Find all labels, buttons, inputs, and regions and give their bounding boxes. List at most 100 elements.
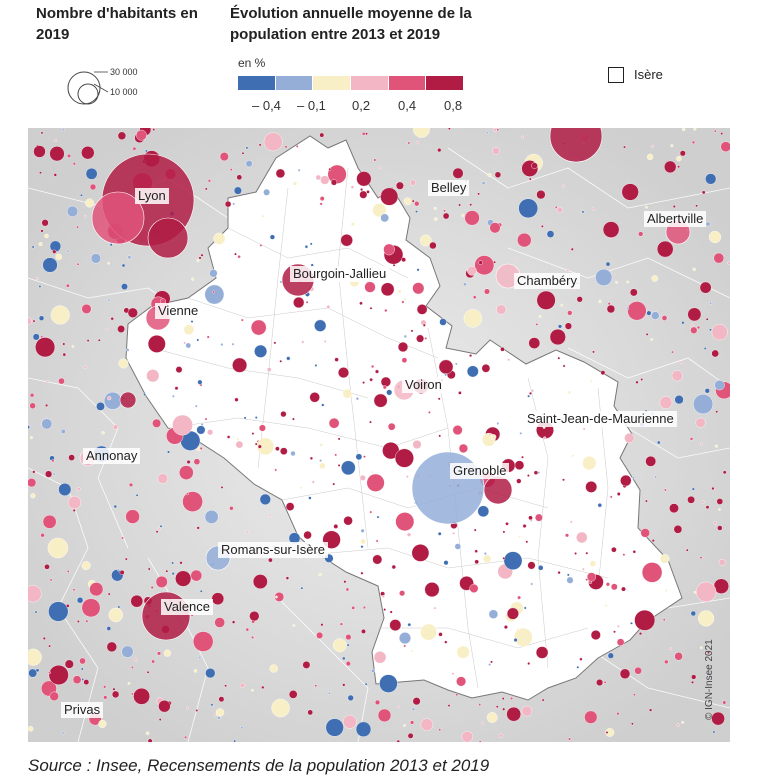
commune-bubble	[624, 433, 635, 444]
commune-bubble	[190, 569, 203, 582]
commune-bubble	[483, 554, 492, 563]
commune-bubble	[641, 562, 663, 583]
commune-bubble	[375, 539, 379, 543]
commune-bubble	[103, 685, 107, 689]
commune-bubble	[49, 578, 53, 582]
color-legend-tick: – 0,1	[297, 98, 326, 113]
commune-bubble	[151, 659, 156, 664]
commune-bubble	[503, 625, 508, 630]
commune-bubble	[38, 242, 43, 247]
commune-bubble	[700, 442, 703, 446]
commune-bubble	[591, 207, 595, 211]
commune-bubble	[566, 573, 570, 577]
commune-bubble	[254, 442, 258, 446]
commune-bubble	[240, 318, 244, 322]
commune-bubble	[416, 268, 420, 272]
commune-bubble	[458, 443, 469, 454]
commune-bubble	[443, 560, 449, 566]
commune-bubble	[664, 160, 677, 174]
commune-bubble	[109, 243, 113, 247]
commune-bubble	[80, 193, 83, 197]
commune-bubble	[517, 232, 532, 248]
commune-bubble	[570, 247, 574, 251]
commune-bubble	[299, 486, 303, 490]
commune-bubble	[556, 206, 563, 214]
commune-bubble	[34, 610, 38, 614]
commune-bubble	[301, 340, 305, 344]
commune-bubble	[42, 514, 57, 529]
commune-bubble	[429, 241, 437, 250]
commune-bubble	[478, 740, 482, 742]
population-map	[28, 128, 730, 742]
commune-bubble	[127, 307, 138, 318]
commune-bubble	[474, 559, 480, 565]
commune-bubble	[463, 309, 483, 328]
commune-bubble	[659, 553, 670, 564]
commune-bubble	[490, 660, 493, 664]
commune-bubble	[97, 338, 101, 342]
commune-bubble	[347, 694, 354, 702]
commune-bubble	[258, 424, 266, 432]
commune-bubble	[172, 414, 193, 436]
commune-bubble	[443, 209, 446, 213]
commune-bubble	[412, 697, 421, 706]
commune-bubble	[615, 280, 618, 284]
commune-bubble	[378, 166, 382, 170]
commune-bubble	[117, 325, 126, 333]
commune-bubble	[696, 581, 717, 602]
commune-bubble	[661, 315, 668, 321]
commune-bubble	[61, 731, 65, 735]
commune-bubble	[477, 505, 490, 518]
commune-bubble	[204, 284, 225, 305]
commune-bubble	[365, 132, 368, 136]
commune-bubble	[634, 609, 656, 631]
commune-bubble	[117, 568, 120, 572]
commune-bubble	[677, 165, 680, 169]
commune-bubble	[304, 244, 309, 249]
commune-bubble	[320, 623, 324, 627]
commune-bubble	[481, 363, 491, 373]
commune-bubble	[538, 314, 542, 318]
commune-bubble	[718, 508, 721, 511]
commune-bubble	[632, 550, 636, 554]
commune-bubble	[631, 476, 635, 480]
commune-bubble	[206, 335, 210, 339]
commune-bubble	[178, 465, 194, 480]
commune-bubble	[112, 687, 116, 691]
commune-bubble	[35, 277, 39, 281]
commune-bubble	[147, 738, 153, 742]
commune-bubble	[412, 440, 422, 450]
commune-bubble	[315, 174, 321, 181]
commune-bubble	[528, 515, 533, 521]
commune-bubble	[506, 706, 522, 722]
commune-bubble	[565, 533, 570, 538]
commune-bubble	[105, 328, 109, 331]
commune-bubble	[207, 429, 214, 436]
commune-bubble	[716, 498, 724, 505]
commune-bubble	[463, 282, 467, 287]
commune-bubble	[507, 358, 510, 362]
commune-bubble	[525, 540, 529, 544]
commune-bubble	[131, 666, 134, 669]
commune-bubble	[360, 538, 366, 545]
commune-bubble	[295, 144, 299, 148]
commune-bubble	[316, 631, 324, 639]
commune-bubble	[629, 288, 638, 297]
commune-bubble	[302, 661, 311, 669]
commune-bubble	[366, 190, 370, 194]
commune-bubble	[314, 684, 318, 688]
commune-bubble	[30, 493, 36, 499]
commune-bubble	[616, 492, 621, 496]
commune-bubble	[363, 455, 366, 459]
commune-bubble	[39, 171, 42, 175]
commune-bubble	[481, 721, 485, 725]
commune-bubble	[309, 242, 313, 246]
commune-bubble	[707, 651, 710, 655]
city-label-valence: Valence	[161, 599, 214, 615]
commune-bubble	[32, 333, 40, 341]
commune-bubble	[204, 187, 208, 191]
city-bubble	[91, 191, 145, 245]
commune-bubble	[236, 174, 243, 181]
commune-bubble	[410, 329, 414, 333]
commune-bubble	[377, 708, 392, 723]
